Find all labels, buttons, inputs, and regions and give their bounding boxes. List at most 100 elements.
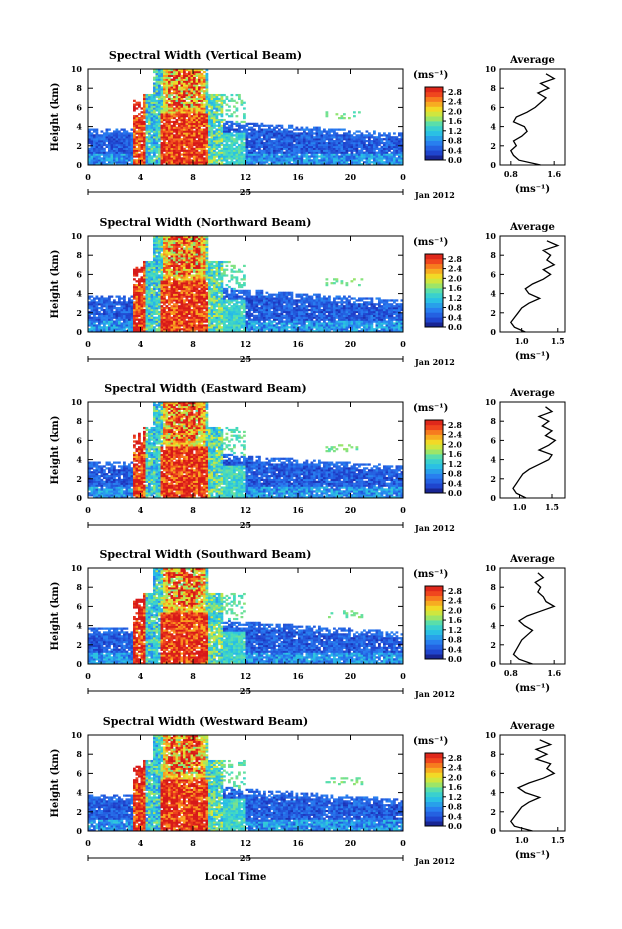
heatmap-cell: [123, 161, 126, 164]
heatmap-cell: [193, 115, 196, 118]
heatmap-cell: [90, 318, 94, 321]
heatmap-cell: [188, 107, 191, 110]
heatmap-cell: [108, 153, 111, 156]
heatmap-cell: [160, 130, 164, 133]
heatmap-cell: [255, 138, 259, 141]
heatmap-cell: [328, 163, 331, 166]
heatmap-cell: [360, 312, 364, 316]
heatmap-cell: [95, 308, 99, 312]
heatmap-cell: [293, 310, 296, 314]
heatmap-cell: [293, 136, 296, 139]
heatmap-cell: [138, 145, 141, 149]
heatmap-cell: [228, 153, 231, 156]
heatmap-cell: [190, 322, 194, 325]
heatmap-cell: [180, 157, 184, 160]
heatmap-cell: [375, 312, 379, 316]
heatmap-cell: [165, 70, 169, 74]
heatmap-cell: [248, 328, 251, 331]
heatmap-cell: [225, 130, 229, 133]
heatmap-cell: [265, 149, 269, 152]
heatmap-cell: [178, 109, 181, 112]
heatmap-cell: [190, 109, 194, 112]
heatmap-cell: [160, 72, 164, 76]
heatmap-cell: [165, 109, 169, 112]
heatmap-cell: [368, 147, 371, 150]
heatmap-cell: [338, 307, 341, 310]
heatmap-cell: [343, 318, 346, 321]
heatmap-cell: [198, 82, 201, 85]
heatmap-cell: [263, 130, 266, 133]
heatmap-cell: [258, 316, 261, 319]
heatmap-cell: [105, 145, 109, 149]
heatmap-cell: [148, 153, 151, 156]
heatmap-cell: [245, 310, 249, 314]
heatmap-cell: [145, 322, 149, 325]
heatmap-cell: [293, 145, 296, 149]
heatmap-cell: [238, 324, 241, 327]
heatmap-cell: [235, 157, 239, 160]
heatmap-cell: [255, 124, 259, 127]
heatmap-cell: [245, 124, 249, 127]
heatmap-cell: [285, 138, 289, 141]
heatmap-cell: [170, 143, 174, 147]
heatmap-cell: [135, 140, 139, 143]
heatmap-cell: [248, 155, 251, 158]
heatmap-cell: [113, 145, 116, 149]
heatmap-cell: [135, 314, 139, 317]
heatmap-cell: [318, 140, 321, 143]
heatmap-cell: [175, 97, 179, 101]
heatmap-cell: [208, 122, 211, 125]
heatmap-cell: [278, 314, 281, 317]
heatmap-cell: [195, 118, 199, 122]
heatmap-cell: [365, 147, 369, 150]
heatmap-cell: [185, 140, 189, 143]
heatmap-cell: [198, 90, 201, 93]
heatmap-cell: [220, 111, 224, 114]
heatmap-cell: [153, 305, 156, 308]
heatmap-cell: [195, 128, 199, 131]
heatmap-cell: [98, 301, 101, 304]
heatmap-cell: [158, 70, 161, 74]
heatmap-cell: [158, 78, 161, 81]
heatmap-cell: [155, 76, 159, 79]
heatmap-cell: [113, 155, 116, 158]
heatmap-cell: [150, 320, 154, 323]
heatmap-cell: [170, 134, 174, 137]
heatmap-cell: [373, 149, 376, 152]
heatmap-cell: [330, 307, 334, 310]
heatmap-cell: [385, 320, 389, 323]
heatmap-cell: [203, 74, 206, 77]
heatmap-cell: [143, 330, 146, 333]
heatmap-cell: [218, 105, 221, 108]
heatmap-cell: [218, 314, 221, 317]
heatmap-cell: [270, 141, 274, 145]
heatmap-cell: [340, 138, 344, 141]
heatmap-cell: [315, 316, 319, 319]
heatmap-cell: [90, 140, 94, 143]
heatmap-cell: [93, 316, 96, 319]
heatmap-cell: [243, 147, 246, 150]
heatmap-cell: [383, 157, 386, 160]
heatmap-cell: [193, 118, 196, 122]
heatmap-cell: [213, 99, 216, 102]
heatmap-cell: [243, 126, 246, 129]
heatmap-cell: [165, 117, 169, 120]
heatmap-cell: [138, 101, 141, 104]
heatmap-cell: [190, 115, 194, 118]
heatmap-cell: [273, 310, 276, 314]
heatmap-cell: [323, 326, 326, 329]
heatmap-cell: [120, 307, 124, 310]
heatmap-cell: [233, 308, 236, 312]
heatmap-cell: [95, 326, 99, 329]
heatmap-cell: [220, 326, 224, 329]
heatmap-cell: [363, 140, 366, 143]
heatmap-cell: [105, 128, 109, 131]
heatmap-cell: [350, 308, 354, 312]
heatmap-cell: [195, 305, 199, 308]
heatmap-cell: [118, 132, 121, 135]
heatmap-cell: [145, 118, 149, 122]
heatmap-cell: [158, 138, 161, 141]
heatmap-cell: [208, 111, 211, 114]
heatmap-cell: [330, 140, 334, 143]
heatmap-cell: [190, 308, 194, 312]
